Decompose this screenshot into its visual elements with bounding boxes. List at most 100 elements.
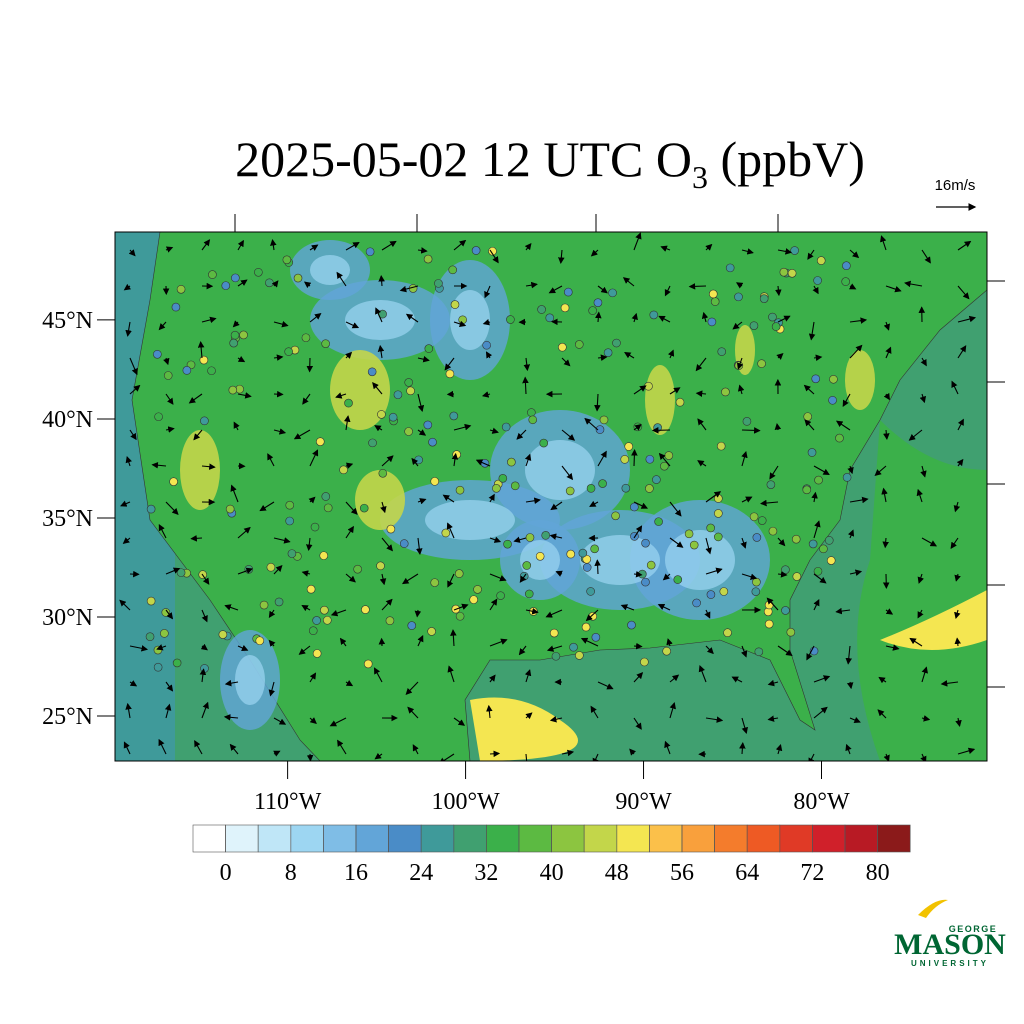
wind-vector bbox=[447, 665, 455, 683]
colorbar-box bbox=[681, 824, 715, 853]
wind-vector bbox=[590, 249, 599, 257]
wind-reference-label: 16m/s bbox=[935, 177, 976, 194]
station bbox=[171, 302, 181, 312]
wind-vector bbox=[165, 567, 181, 575]
station bbox=[160, 629, 169, 638]
wind-vector bbox=[259, 501, 275, 512]
wind-vector bbox=[525, 281, 538, 289]
station bbox=[496, 591, 505, 600]
wind-vector bbox=[523, 357, 531, 372]
low-ozone-area bbox=[525, 440, 595, 500]
station bbox=[551, 651, 561, 661]
colorbar-box bbox=[323, 824, 357, 853]
station bbox=[448, 265, 458, 275]
station bbox=[230, 330, 240, 340]
station bbox=[593, 298, 603, 307]
wind-vector bbox=[129, 680, 138, 687]
wind-vector bbox=[201, 239, 211, 251]
wind-vector bbox=[953, 501, 961, 513]
wind-vector bbox=[633, 672, 644, 683]
wind-vector bbox=[237, 644, 249, 651]
station bbox=[764, 600, 774, 610]
station bbox=[228, 385, 238, 395]
station bbox=[430, 477, 440, 486]
station bbox=[611, 511, 620, 521]
wind-vector bbox=[874, 465, 887, 476]
wind-vector bbox=[301, 605, 311, 612]
station bbox=[208, 270, 217, 279]
wind-vector bbox=[268, 609, 276, 619]
station bbox=[603, 348, 613, 357]
station bbox=[791, 534, 801, 544]
wind-vector bbox=[705, 567, 723, 575]
wind-vector bbox=[125, 702, 132, 719]
wind-vector bbox=[380, 501, 387, 514]
station bbox=[266, 562, 276, 572]
station bbox=[301, 333, 311, 343]
wind-vector bbox=[698, 665, 707, 683]
station bbox=[407, 621, 417, 630]
wind-vector bbox=[488, 493, 495, 503]
station bbox=[368, 438, 377, 448]
wind-vector bbox=[337, 739, 347, 755]
wind-vector bbox=[335, 392, 347, 399]
station bbox=[581, 622, 591, 632]
high-ozone-area bbox=[845, 350, 875, 410]
station bbox=[259, 600, 269, 610]
station bbox=[367, 367, 377, 377]
station bbox=[255, 636, 265, 646]
wind-vector bbox=[705, 491, 722, 503]
station bbox=[725, 263, 735, 273]
station bbox=[239, 330, 248, 340]
wind-vector bbox=[489, 750, 501, 758]
wind-vector bbox=[237, 392, 252, 399]
station bbox=[819, 544, 828, 554]
station bbox=[169, 477, 178, 486]
station bbox=[781, 565, 790, 574]
title-text: 2025-05-02 12 UTC O bbox=[235, 131, 692, 187]
wind-vector bbox=[158, 738, 167, 755]
wind-vector bbox=[813, 573, 827, 584]
wind-vector bbox=[270, 238, 277, 251]
wind-vector bbox=[417, 247, 428, 254]
wind-vector bbox=[453, 717, 466, 726]
colorbar-box bbox=[714, 824, 748, 853]
wind-vector bbox=[309, 449, 319, 467]
wind-vector bbox=[201, 316, 217, 324]
wind-vector bbox=[525, 753, 528, 761]
wind-vector bbox=[669, 501, 682, 517]
high-ozone-area bbox=[180, 430, 220, 510]
station bbox=[608, 288, 617, 298]
wind-vector bbox=[194, 740, 203, 755]
station bbox=[545, 313, 555, 323]
wind-vector bbox=[407, 706, 419, 719]
wind-vector bbox=[561, 749, 575, 757]
station bbox=[721, 387, 730, 397]
station bbox=[560, 303, 570, 313]
lat-tick-label: 30°N bbox=[42, 605, 93, 631]
wind-vector bbox=[950, 537, 959, 550]
wind-vector bbox=[885, 608, 894, 615]
station bbox=[423, 254, 433, 264]
station bbox=[274, 597, 284, 607]
wind-vector bbox=[705, 716, 724, 723]
wind-vector bbox=[658, 452, 671, 467]
wind-vector bbox=[345, 679, 354, 687]
map-area bbox=[115, 232, 987, 761]
wind-vector bbox=[921, 537, 938, 547]
wind-vector bbox=[438, 753, 455, 761]
wind-vector bbox=[128, 249, 136, 257]
wind-vector bbox=[519, 573, 527, 583]
wind-vector bbox=[237, 526, 251, 539]
station bbox=[424, 344, 434, 353]
gulf-high bbox=[470, 697, 578, 761]
station bbox=[172, 658, 182, 668]
wind-vector bbox=[904, 280, 923, 288]
station bbox=[766, 480, 776, 489]
wind-vector bbox=[883, 429, 890, 441]
station bbox=[646, 560, 656, 570]
wind-vector bbox=[546, 645, 563, 652]
wind-vector bbox=[633, 717, 642, 730]
station bbox=[824, 536, 834, 545]
